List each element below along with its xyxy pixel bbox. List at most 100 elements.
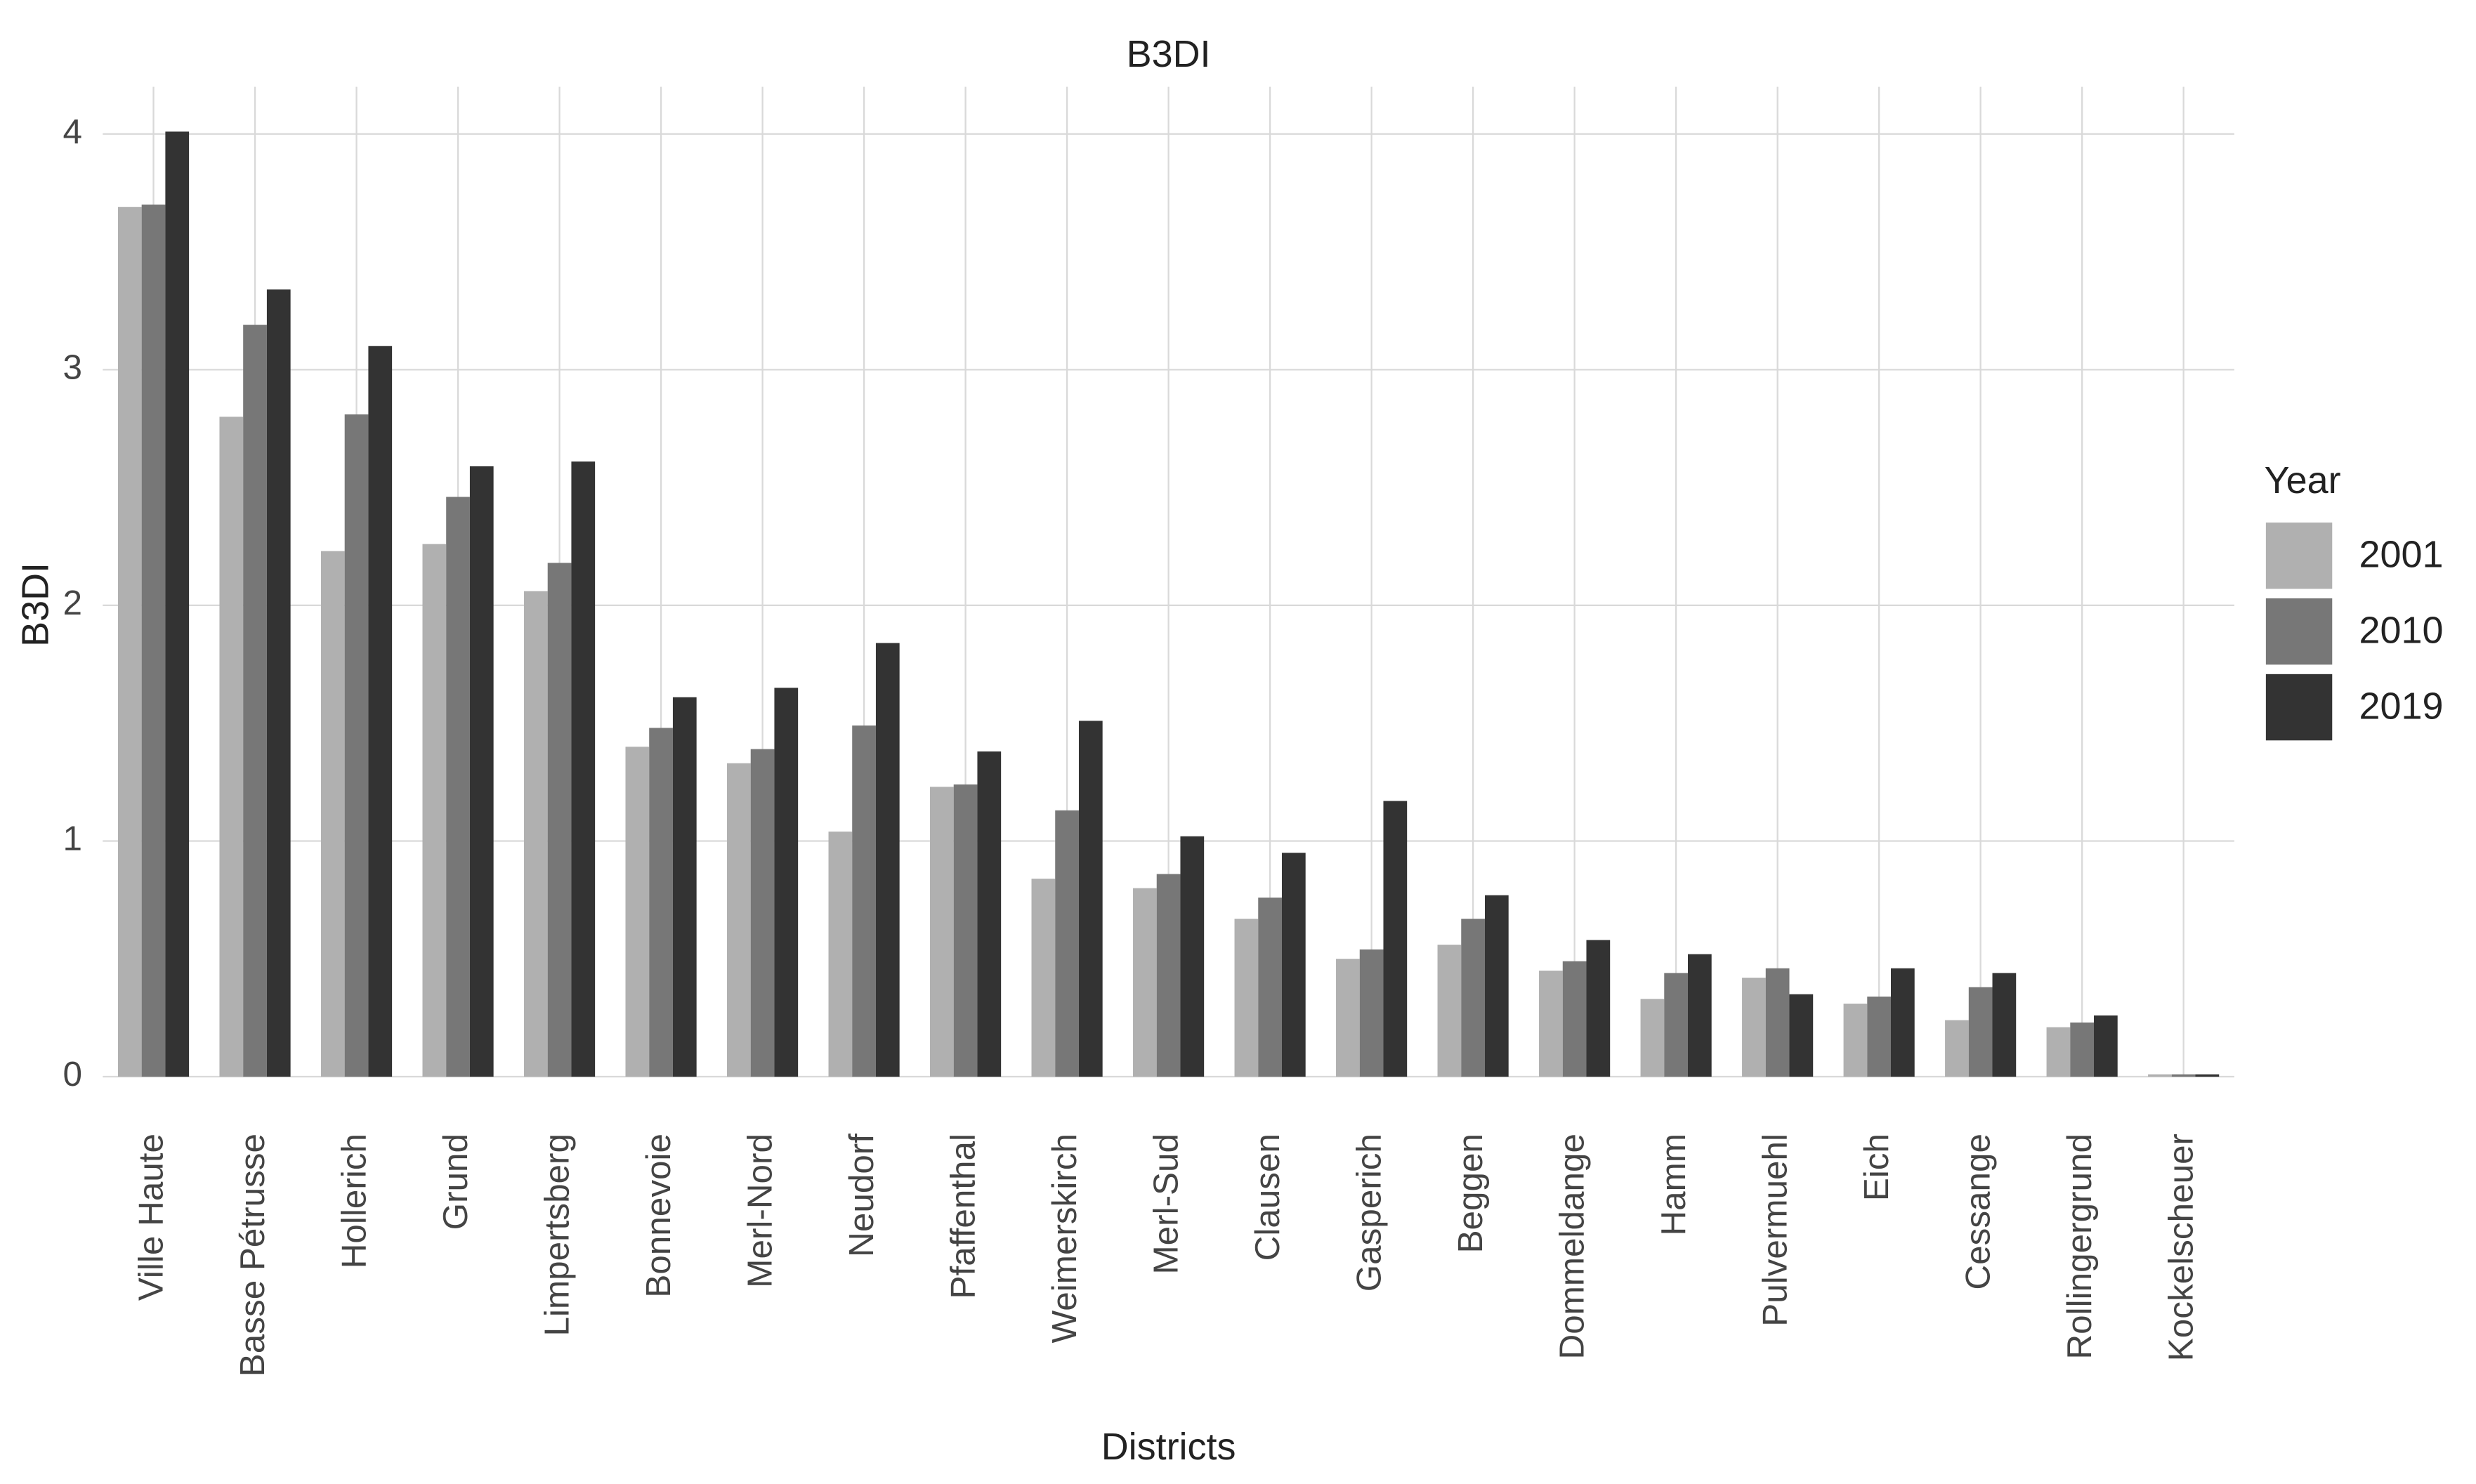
bar [828,832,853,1077]
bar [469,466,494,1077]
bar [1945,1020,1969,1077]
bar [1765,968,1790,1077]
bar [750,749,775,1077]
bar [266,289,291,1077]
bar [219,416,244,1077]
bar [1664,973,1688,1077]
bar [1133,888,1157,1077]
bar [1281,853,1306,1077]
bar [2094,1015,2118,1077]
bar [1968,987,1993,1077]
bar [1461,919,1485,1077]
bar [1078,721,1103,1077]
bar [1258,898,1282,1077]
bar [571,461,596,1077]
bar [1867,996,1891,1077]
bar [1586,940,1611,1077]
x-tick-label: Clausen [1248,1134,1287,1261]
bar [1843,1004,1868,1077]
x-tick-label: Rollingergrund [2060,1134,2099,1360]
x-axis-title: Districts [1101,1426,1236,1468]
bar [953,784,978,1077]
x-tick-label: Dommeldange [1553,1134,1592,1360]
bar [368,346,393,1077]
x-tick-label: Gasperich [1350,1134,1389,1292]
bar [1156,874,1181,1077]
bar [2171,1074,2196,1077]
x-tick-label: Merl-Nord [741,1134,780,1288]
bar [446,497,470,1077]
bar [1234,919,1259,1077]
bar [1055,810,1079,1077]
bar [1789,994,1814,1077]
x-tick-label: Pfaffenthal [944,1134,983,1299]
bar [1031,879,1056,1077]
x-tick-label: Hamm [1654,1134,1693,1236]
bar [243,324,267,1077]
bar [625,747,650,1077]
x-tick-label: Weimerskirch [1045,1134,1084,1343]
x-tick-label: Limpertsberg [538,1134,577,1337]
legend-swatch [2262,595,2336,668]
bar [852,725,876,1077]
x-tick-label: Merl-Sud [1147,1134,1186,1275]
bar [1383,801,1408,1077]
legend-label: 2001 [2359,534,2443,576]
bar [344,414,369,1077]
bar [672,697,697,1077]
bar [1742,978,1766,1077]
bar [774,688,799,1077]
x-tick-label: Neudorf [842,1134,881,1257]
bar [1359,949,1384,1077]
bar [320,551,345,1077]
bar [165,131,190,1077]
bar [2070,1022,2095,1077]
bar [930,787,954,1077]
y-axis-title: B3DI [14,563,56,647]
bar [2195,1074,2220,1077]
bar [141,204,166,1077]
bar [1890,968,1915,1077]
legend-label: 2010 [2359,610,2443,652]
x-tick-label: Hollerich [335,1134,374,1268]
bar [875,643,900,1077]
bar [1437,945,1462,1077]
x-tick-label: Grund [436,1134,475,1230]
x-tick-label: Beggen [1451,1134,1490,1253]
bar [422,544,447,1077]
bar [1562,961,1587,1077]
bar [117,206,142,1077]
bar [547,563,572,1077]
bar [977,751,1002,1077]
x-tick-label: Basse Pétrusse [233,1134,272,1377]
x-tick-label: Ville Haute [132,1134,171,1301]
y-tick-label: 3 [63,348,83,386]
bar [1992,973,2017,1077]
chart-title: B3DI [1127,33,1211,75]
x-tick-label: Eich [1857,1134,1896,1201]
y-tick-label: 0 [63,1055,83,1094]
bar [2046,1027,2071,1077]
legend-swatch [2262,671,2336,744]
bar [1336,959,1360,1077]
x-tick-label: Bonnevoie [639,1134,678,1298]
bar [1640,999,1665,1077]
x-tick-label: Pulvermuehl [1756,1134,1795,1327]
bar [1687,954,1712,1077]
bar [1539,971,1563,1077]
bar [649,728,673,1077]
x-tick-label: Kockelscheuer [2162,1134,2201,1361]
legend-title: Year [2265,459,2341,501]
bar [523,591,548,1077]
bar [1180,836,1205,1077]
y-tick-label: 2 [63,584,83,622]
bar [1484,895,1509,1077]
legend-swatch [2262,519,2336,592]
bar [2148,1074,2172,1077]
y-tick-label: 4 [63,112,83,151]
legend-label: 2019 [2359,685,2443,728]
bar [726,763,751,1077]
y-tick-label: 1 [63,820,83,858]
x-tick-label: Cessange [1959,1134,1998,1290]
